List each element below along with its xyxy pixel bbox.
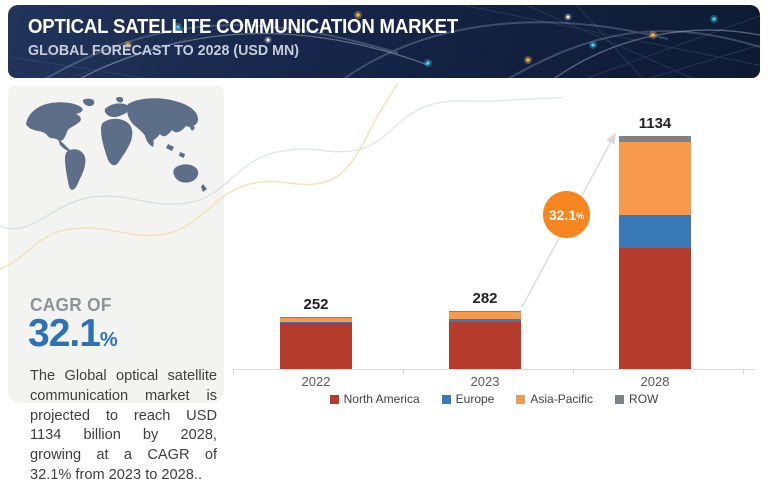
bar-segment-asia-pacific bbox=[619, 141, 691, 215]
bar-segment-north-america bbox=[619, 247, 691, 369]
axis-tick bbox=[573, 369, 574, 374]
infographic-canvas: { "header": { "title": "OPTICAL SATELLIT… bbox=[0, 5, 760, 483]
report-subtitle: GLOBAL FORECAST TO 2028 (USD MN) bbox=[28, 42, 300, 59]
chart-legend: North America Europe Asia-Pacific ROW bbox=[233, 392, 755, 406]
x-axis-label-2023: 2023 bbox=[470, 374, 500, 389]
bar-segment-europe bbox=[449, 318, 521, 322]
stacked-bar-chart: 252 282 1134 2022 2023 2028 North America Eur… bbox=[233, 115, 755, 406]
bar-total-label: 252 bbox=[303, 296, 329, 314]
legend-label: Europe bbox=[455, 392, 495, 406]
cagr-percent-sign: % bbox=[99, 329, 118, 351]
network-decoration-graphic bbox=[8, 5, 760, 78]
axis-tick bbox=[743, 369, 744, 374]
legend-item-north-america: North America bbox=[329, 392, 420, 406]
bar-segment-north-america bbox=[280, 323, 352, 369]
bar-2028 bbox=[619, 136, 691, 369]
legend-item-europe: Europe bbox=[441, 392, 495, 406]
badge-value: 32.1 bbox=[548, 206, 577, 223]
legend-swatch bbox=[516, 394, 526, 404]
legend-swatch bbox=[441, 394, 451, 404]
bar-segment-row bbox=[280, 317, 352, 318]
report-title: OPTICAL SATELLITE COMMUNICATION MARKET bbox=[28, 16, 459, 38]
legend-item-row: ROW bbox=[615, 392, 658, 406]
legend-label: Asia-Pacific bbox=[530, 392, 594, 406]
badge-percent-sign: % bbox=[576, 211, 585, 221]
legend-swatch bbox=[329, 394, 339, 404]
cagr-value: 32.1% bbox=[28, 312, 118, 356]
legend-label: North America bbox=[343, 392, 420, 406]
cagr-label: CAGR OF bbox=[30, 295, 112, 315]
x-axis-label-2028: 2028 bbox=[640, 374, 670, 389]
axis-tick bbox=[233, 369, 234, 374]
bar-segment-asia-pacific bbox=[280, 317, 352, 322]
bar-2023 bbox=[449, 311, 521, 369]
bar-segment-row bbox=[619, 136, 691, 142]
x-axis-line bbox=[233, 369, 755, 370]
bar-segment-north-america bbox=[449, 321, 521, 369]
cagr-growth-badge: 32.1% bbox=[543, 191, 590, 238]
x-axis-label-2022: 2022 bbox=[301, 374, 331, 389]
bar-segment-europe bbox=[280, 321, 352, 324]
bar-segment-row bbox=[449, 311, 521, 312]
axis-tick bbox=[403, 369, 404, 374]
bar-total-label: 1134 bbox=[638, 115, 672, 132]
legend-swatch bbox=[615, 394, 625, 404]
bar-segment-asia-pacific bbox=[449, 311, 521, 319]
bar-segment-europe bbox=[619, 214, 691, 248]
legend-label: ROW bbox=[629, 392, 659, 406]
bar-total-label: 282 bbox=[472, 290, 498, 308]
cagr-number: 32.1 bbox=[28, 312, 101, 355]
bar-2022 bbox=[280, 317, 352, 369]
header-banner: OPTICAL SATELLITE COMMUNICATION MARKET G… bbox=[8, 5, 760, 78]
legend-item-asia-pacific: Asia-Pacific bbox=[516, 392, 593, 406]
